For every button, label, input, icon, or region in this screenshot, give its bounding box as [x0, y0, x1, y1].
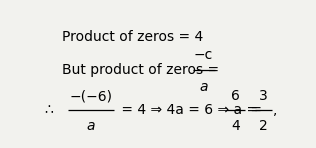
Text: a: a: [87, 119, 95, 133]
Text: 3: 3: [259, 89, 268, 103]
Text: 4: 4: [231, 119, 240, 133]
Text: But product of zeros =: But product of zeros =: [62, 63, 223, 77]
Text: −c: −c: [194, 48, 213, 62]
Text: 6: 6: [231, 89, 240, 103]
Text: −(−6): −(−6): [70, 89, 112, 103]
Text: ∴: ∴: [44, 103, 53, 117]
Text: =: =: [246, 103, 267, 117]
Text: a: a: [199, 80, 208, 94]
Text: = 4 ⇒ 4a = 6 ⇒ a =: = 4 ⇒ 4a = 6 ⇒ a =: [117, 103, 258, 117]
Text: 2: 2: [259, 119, 268, 133]
Text: Product of zeros = 4: Product of zeros = 4: [62, 30, 203, 44]
Text: ,: ,: [273, 103, 278, 117]
